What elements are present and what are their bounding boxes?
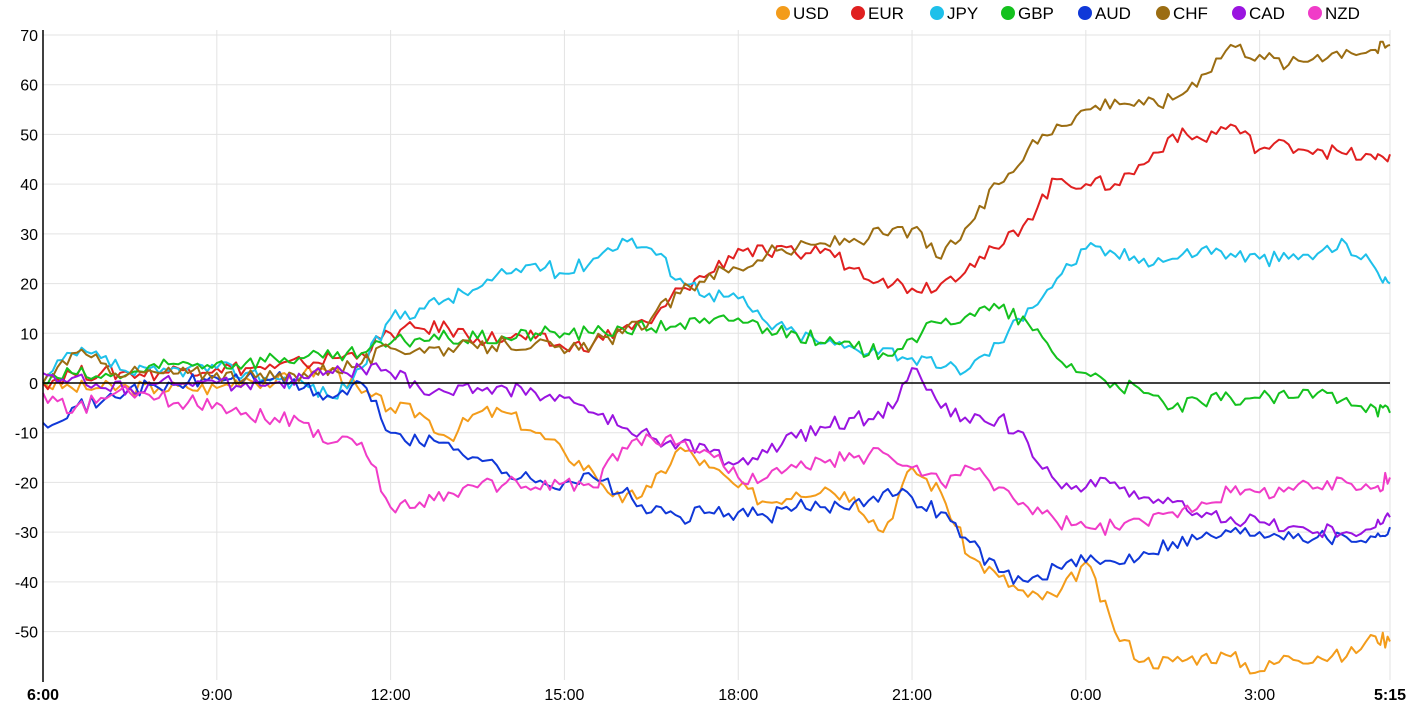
series-layer (42, 40, 1391, 675)
legend-label: GBP (1018, 4, 1054, 23)
legend-label: EUR (868, 4, 904, 23)
y-tick-label: 70 (20, 28, 38, 45)
y-tick-label: 40 (20, 177, 38, 194)
y-tick-label: 20 (20, 277, 38, 294)
x-tick-label: 0:00 (1070, 687, 1101, 704)
legend-swatch (1156, 6, 1170, 20)
y-tick-label: -20 (15, 475, 38, 492)
legend-item-cad[interactable]: CAD (1232, 4, 1285, 23)
legend-item-chf[interactable]: CHF (1156, 4, 1208, 23)
y-tick-label: -30 (15, 525, 38, 542)
legend-label: CAD (1249, 4, 1285, 23)
x-tick-label: 12:00 (371, 687, 411, 704)
series-line-usd (42, 365, 1391, 675)
legend-swatch (1308, 6, 1322, 20)
legend-label: USD (793, 4, 829, 23)
legend-label: NZD (1325, 4, 1360, 23)
x-tick-label: 18:00 (718, 687, 758, 704)
legend-swatch (1232, 6, 1246, 20)
legend-label: AUD (1095, 4, 1131, 23)
series-line-aud (42, 371, 1391, 585)
x-tick-label: 3:00 (1244, 687, 1275, 704)
y-tick-label: -40 (15, 575, 38, 592)
series-line-chf (42, 40, 1391, 385)
x-tick-label: 6:00 (27, 687, 59, 704)
legend[interactable]: USD EUR JPY GBP AUD CHF CAD NZD (776, 4, 1360, 23)
y-tick-label: 50 (20, 127, 38, 144)
legend-item-gbp[interactable]: GBP (1001, 4, 1054, 23)
legend-swatch (1001, 6, 1015, 20)
x-tick-label: 5:15 (1374, 687, 1406, 704)
x-tick-label: 21:00 (892, 687, 932, 704)
y-tick-label: 10 (20, 326, 38, 343)
legend-swatch (930, 6, 944, 20)
y-tick-label: 30 (20, 227, 38, 244)
legend-swatch (851, 6, 865, 20)
y-tick-label: -50 (15, 625, 38, 642)
legend-label: JPY (947, 4, 978, 23)
x-tick-label: 15:00 (544, 687, 584, 704)
x-tick-label: 9:00 (201, 687, 232, 704)
y-tick-label: -10 (15, 426, 38, 443)
legend-swatch (1078, 6, 1092, 20)
legend-item-eur[interactable]: EUR (851, 4, 904, 23)
legend-item-usd[interactable]: USD (776, 4, 829, 23)
y-tick-label: 60 (20, 78, 38, 95)
y-tick-label: 0 (29, 376, 38, 393)
series-line-nzd (42, 385, 1391, 536)
series-line-eur (42, 123, 1391, 391)
axis-layer: 70 60 50 40 30 20 10 0 -10 -20 -30 -40 -50 6:00 9:00 12… (15, 28, 1406, 704)
legend-label: CHF (1173, 4, 1208, 23)
legend-swatch (776, 6, 790, 20)
legend-item-jpy[interactable]: JPY (930, 4, 978, 23)
legend-item-aud[interactable]: AUD (1078, 4, 1131, 23)
grid-layer (43, 30, 1391, 680)
legend-item-nzd[interactable]: NZD (1308, 4, 1360, 23)
series-line-gbp (42, 302, 1391, 418)
